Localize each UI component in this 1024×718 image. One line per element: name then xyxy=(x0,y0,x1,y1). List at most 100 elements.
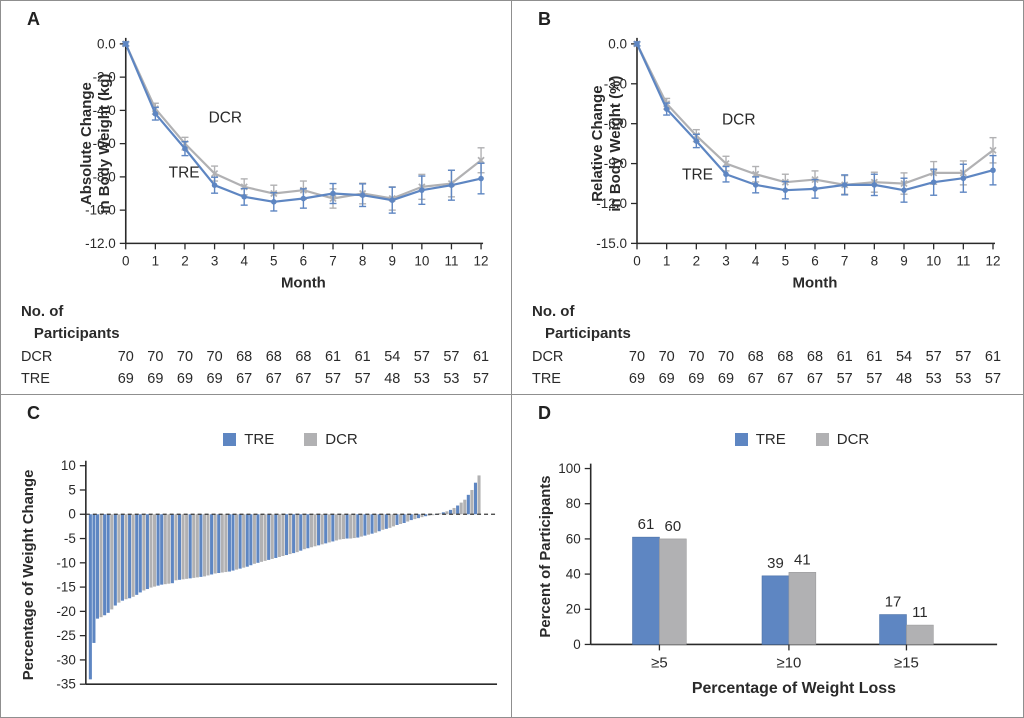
svg-text:-5: -5 xyxy=(64,531,76,546)
svg-text:5: 5 xyxy=(782,253,790,268)
tre-legend-label: TRE xyxy=(244,431,275,448)
svg-text:5: 5 xyxy=(270,253,277,268)
svg-text:0.0: 0.0 xyxy=(608,36,627,51)
svg-text:12: 12 xyxy=(985,253,1000,268)
svg-text:-6.0: -6.0 xyxy=(93,136,116,151)
panel-b-chart: 0.0-3.0-6.0-9.0-12.0-15.00 1 2 3 4 5 6 7 8 9 10 11 1… xyxy=(532,36,1001,387)
svg-text:57: 57 xyxy=(837,371,853,387)
svg-text:57: 57 xyxy=(443,349,459,365)
svg-text:39: 39 xyxy=(767,555,784,572)
panel-d-legend: TRE DCR xyxy=(597,431,1007,448)
svg-text:68: 68 xyxy=(266,349,282,365)
svg-text:8: 8 xyxy=(871,253,879,268)
svg-text:69: 69 xyxy=(118,371,134,387)
svg-text:DCR: DCR xyxy=(532,349,563,365)
svg-text:-3.0: -3.0 xyxy=(604,76,627,91)
svg-text:70: 70 xyxy=(118,349,134,365)
svg-text:-25: -25 xyxy=(56,628,75,643)
svg-text:9: 9 xyxy=(388,253,395,268)
legend-item-tre: TRE xyxy=(734,431,786,448)
panel-c-chart: 10 5 0 -5 -10 -15 -20 -25 -30 -35 Percentage of We… xyxy=(20,458,498,692)
svg-text:11: 11 xyxy=(956,253,970,268)
panel-d-label: D xyxy=(538,403,551,423)
svg-text:69: 69 xyxy=(659,371,675,387)
svg-text:41: 41 xyxy=(794,551,811,568)
svg-text:-8.0: -8.0 xyxy=(93,169,116,184)
svg-text:68: 68 xyxy=(236,349,252,365)
svg-text:Percentage of Weight Change: Percentage of Weight Change xyxy=(20,470,37,681)
svg-text:69: 69 xyxy=(718,371,734,387)
svg-text:0: 0 xyxy=(633,253,641,268)
legend-item-tre: TRE xyxy=(223,431,274,448)
svg-text:69: 69 xyxy=(147,371,163,387)
svg-text:61: 61 xyxy=(866,349,882,365)
svg-text:≥10: ≥10 xyxy=(777,654,802,671)
svg-text:70: 70 xyxy=(629,349,645,365)
svg-text:48: 48 xyxy=(896,371,912,387)
panel-c: 10 5 0 -5 -10 -15 -20 -25 -30 -35 Percentage of We… xyxy=(1,395,512,717)
svg-text:in Body Weight (%): in Body Weight (%) xyxy=(607,76,624,212)
svg-text:≥5: ≥5 xyxy=(651,654,668,671)
svg-text:No. of: No. of xyxy=(532,303,575,320)
svg-text:53: 53 xyxy=(414,371,430,387)
svg-text:Participants: Participants xyxy=(34,325,120,342)
svg-text:-2.0: -2.0 xyxy=(93,70,116,85)
svg-text:68: 68 xyxy=(295,349,311,365)
tre-swatch-icon xyxy=(223,433,237,446)
svg-text:70: 70 xyxy=(718,349,734,365)
svg-text:53: 53 xyxy=(926,371,942,387)
svg-text:10: 10 xyxy=(926,253,941,268)
dcr-swatch-icon xyxy=(304,433,318,446)
svg-text:12: 12 xyxy=(474,253,489,268)
svg-text:69: 69 xyxy=(629,371,645,387)
svg-text:57: 57 xyxy=(355,371,371,387)
svg-text:No. of: No. of xyxy=(21,303,64,320)
svg-text:48: 48 xyxy=(384,371,400,387)
svg-text:61: 61 xyxy=(837,349,853,365)
svg-text:67: 67 xyxy=(236,371,252,387)
panel-a-chart: 0.0-2.0-4.0-6.0-8.0-10.0-12.00 1 2 3 4 5 6 7 8 9 1… xyxy=(21,36,489,387)
svg-text:53: 53 xyxy=(443,371,459,387)
svg-text:≥15: ≥15 xyxy=(894,654,919,671)
svg-text:57: 57 xyxy=(985,371,1001,387)
svg-text:67: 67 xyxy=(807,371,823,387)
svg-text:69: 69 xyxy=(177,371,193,387)
svg-text:57: 57 xyxy=(325,371,341,387)
svg-text:54: 54 xyxy=(384,349,400,365)
svg-text:54: 54 xyxy=(896,349,912,365)
svg-text:10: 10 xyxy=(414,253,429,268)
svg-text:6: 6 xyxy=(300,253,307,268)
svg-text:17: 17 xyxy=(885,594,902,611)
svg-text:0: 0 xyxy=(122,253,129,268)
svg-text:Percentage of Weight Loss: Percentage of Weight Loss xyxy=(692,680,896,697)
svg-text:-15.0: -15.0 xyxy=(596,236,627,251)
svg-text:20: 20 xyxy=(566,602,581,617)
svg-text:57: 57 xyxy=(473,371,489,387)
svg-text:53: 53 xyxy=(955,371,971,387)
dcr-swatch-icon xyxy=(815,433,829,446)
svg-text:57: 57 xyxy=(414,349,430,365)
svg-text:69: 69 xyxy=(688,371,704,387)
svg-text:-12.0: -12.0 xyxy=(596,196,627,211)
svg-text:TRE: TRE xyxy=(21,371,50,387)
svg-text:67: 67 xyxy=(748,371,764,387)
svg-text:0: 0 xyxy=(573,637,580,652)
svg-text:DCR: DCR xyxy=(722,112,756,129)
svg-text:68: 68 xyxy=(807,349,823,365)
svg-text:7: 7 xyxy=(329,253,336,268)
svg-text:-12.0: -12.0 xyxy=(85,236,116,251)
svg-text:4: 4 xyxy=(240,253,248,268)
svg-text:-20: -20 xyxy=(56,604,75,619)
svg-text:Participants: Participants xyxy=(545,325,631,342)
svg-text:-35: -35 xyxy=(56,677,75,692)
svg-text:-10: -10 xyxy=(56,555,75,570)
svg-text:61: 61 xyxy=(985,349,1001,365)
svg-text:70: 70 xyxy=(177,349,193,365)
panel-d: 0 20 40 60 80 100 Percent of Participants 61 60 ≥… xyxy=(512,395,1023,717)
svg-text:70: 70 xyxy=(659,349,675,365)
svg-text:in Body Weight (kg): in Body Weight (kg) xyxy=(96,74,113,214)
svg-text:67: 67 xyxy=(777,371,793,387)
svg-text:TRE: TRE xyxy=(532,371,561,387)
panel-d-chart: 0 20 40 60 80 100 Percent of Participants 61 60 ≥… xyxy=(537,461,998,697)
svg-text:69: 69 xyxy=(207,371,223,387)
